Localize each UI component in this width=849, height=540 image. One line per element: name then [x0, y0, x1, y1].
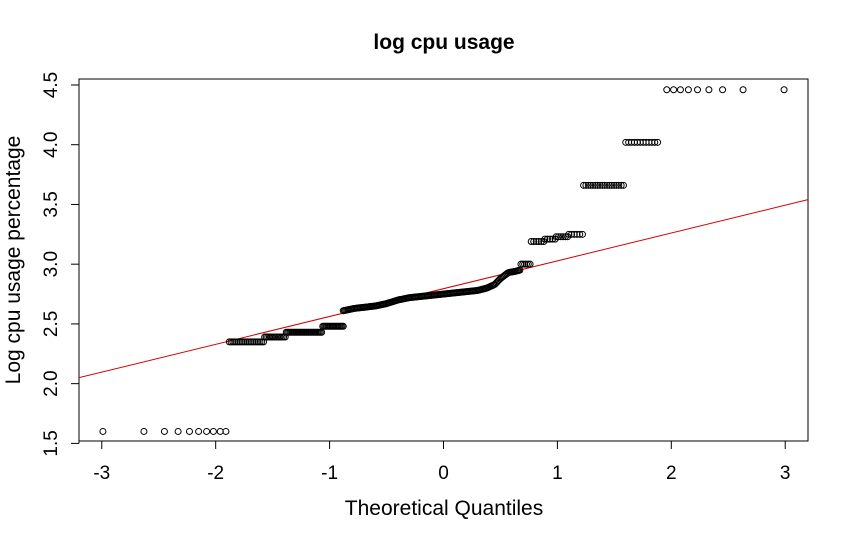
data-point [186, 428, 192, 434]
x-tick-label: -2 [207, 463, 224, 484]
y-tick-label: 2.0 [41, 370, 62, 396]
x-tick-label: 3 [780, 463, 791, 484]
data-point [740, 87, 746, 93]
data-points [100, 87, 787, 435]
data-point [706, 87, 712, 93]
data-point [223, 428, 229, 434]
y-tick-label: 3.5 [41, 191, 62, 217]
data-point [677, 87, 683, 93]
chart-title: log cpu usage [373, 31, 514, 54]
y-tick-label: 1.5 [41, 430, 62, 456]
data-point [671, 87, 677, 93]
plot-frame [79, 79, 808, 441]
data-point [695, 87, 701, 93]
y-tick-label: 4.5 [41, 72, 62, 98]
data-point [781, 87, 787, 93]
data-point [217, 428, 223, 434]
y-tick-label: 2.5 [41, 311, 62, 337]
y-axis-label: Log cpu usage percentage [2, 136, 25, 385]
reference-line [79, 200, 808, 378]
x-axis: -3 -2 -1 0 1 2 3 [93, 441, 790, 484]
y-tick-label: 4.0 [41, 131, 62, 157]
x-tick-label: 0 [438, 463, 449, 484]
data-point [100, 428, 106, 434]
x-tick-label: -1 [321, 463, 338, 484]
data-point [204, 428, 210, 434]
data-point [196, 428, 202, 434]
data-point [664, 87, 670, 93]
y-axis: 1.5 2.0 2.5 3.0 3.5 4.0 4.5 [41, 72, 79, 457]
data-point [720, 87, 726, 93]
x-tick-label: -3 [93, 463, 110, 484]
data-point [685, 87, 691, 93]
x-tick-label: 2 [666, 463, 677, 484]
x-tick-label: 1 [552, 463, 563, 484]
y-tick-label: 3.0 [41, 251, 62, 277]
x-axis-label: Theoretical Quantiles [345, 497, 543, 520]
data-point [161, 428, 167, 434]
data-point [175, 428, 181, 434]
data-point [141, 428, 147, 434]
data-point [210, 428, 216, 434]
